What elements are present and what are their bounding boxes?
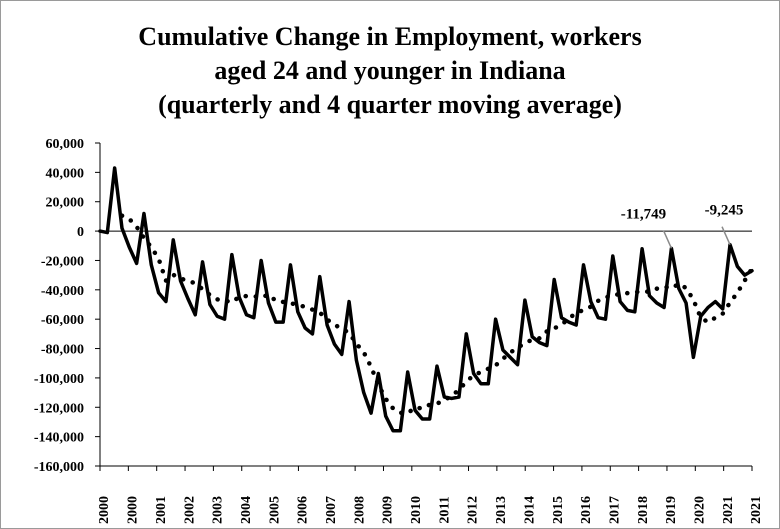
y-tick-label: -160,000 bbox=[34, 460, 84, 475]
y-tick-label: -20,000 bbox=[41, 254, 84, 269]
x-tick-label: 2021 bbox=[749, 496, 764, 524]
y-tick-label: 0 bbox=[77, 225, 84, 240]
chart-title-line-1: Cumulative Change in Employment, workers bbox=[138, 22, 642, 51]
annotations-group: -11,749 -9,245 bbox=[621, 203, 744, 249]
x-tick-label: 2012 bbox=[466, 496, 481, 524]
x-tick-label: 2010 bbox=[409, 496, 424, 524]
x-tick-label: 2014 bbox=[522, 496, 537, 524]
y-tick-label: 60,000 bbox=[46, 137, 85, 152]
y-tick-label: -80,000 bbox=[41, 343, 84, 358]
y-axis: 60,000 40,000 20,000 0 -20,000 -40,000 -60,000… bbox=[34, 137, 101, 475]
y-tick-label: -140,000 bbox=[34, 431, 84, 446]
x-tick-label: 2009 bbox=[381, 496, 396, 524]
x-tick-label: 2000 bbox=[97, 496, 112, 524]
y-tick-label: 40,000 bbox=[46, 166, 85, 181]
x-tick-label: 2019 bbox=[664, 496, 679, 524]
x-tick-label: 2018 bbox=[636, 496, 651, 524]
chart-title-line-3: (quarterly and 4 quarter moving average) bbox=[158, 90, 622, 119]
chart-title: Cumulative Change in Employment, workers… bbox=[0, 20, 780, 122]
x-axis: 2000 2000 2001 2002 2003 2004 2005 2006 2007 2008… bbox=[97, 230, 764, 524]
x-tick-label: 2021 bbox=[721, 496, 736, 524]
x-tick-label: 2006 bbox=[296, 496, 311, 524]
annotation-leader-line bbox=[721, 226, 731, 245]
x-tick-label: 2013 bbox=[494, 496, 509, 524]
x-tick-label: 2000 bbox=[126, 496, 141, 524]
x-tick-label: 2001 bbox=[154, 496, 169, 524]
x-tick-label: 2004 bbox=[239, 496, 254, 524]
series-group bbox=[98, 166, 755, 433]
x-tick-label: 2016 bbox=[579, 496, 594, 524]
chart-title-line-2: aged 24 and younger in Indiana bbox=[214, 56, 566, 85]
x-tick-label: 2017 bbox=[607, 496, 622, 524]
annotation-leader-line bbox=[662, 230, 673, 249]
x-tick-label: 2002 bbox=[182, 496, 197, 524]
moving-average-line bbox=[119, 213, 755, 416]
x-tick-label: 2020 bbox=[693, 496, 708, 524]
y-tick-label: -60,000 bbox=[41, 313, 84, 328]
y-tick-label: -100,000 bbox=[34, 372, 84, 387]
quarterly-line bbox=[98, 166, 754, 433]
x-tick-label: 2015 bbox=[551, 496, 566, 524]
x-tick-label: 2008 bbox=[352, 496, 367, 524]
x-tick-label: 2005 bbox=[267, 496, 282, 524]
y-tick-label: 20,000 bbox=[46, 196, 85, 211]
annotation-label: -11,749 bbox=[621, 206, 666, 222]
x-tick-label: 2007 bbox=[324, 496, 339, 524]
y-tick-label: -120,000 bbox=[34, 401, 84, 416]
y-tick-label: -40,000 bbox=[41, 284, 84, 299]
annotation-label: -9,245 bbox=[705, 203, 744, 219]
x-tick-label: 2003 bbox=[211, 496, 226, 524]
x-tick-label: 2011 bbox=[437, 496, 452, 523]
